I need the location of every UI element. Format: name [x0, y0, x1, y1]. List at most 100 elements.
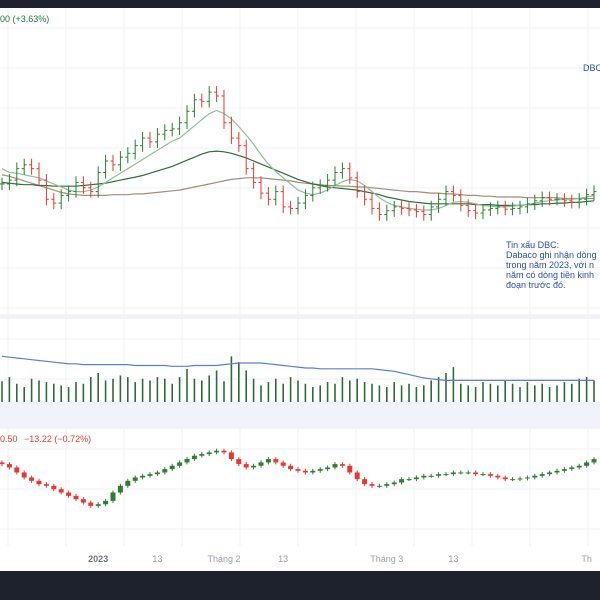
time-axis[interactable]: 2023 13 Tháng 2 13 Tháng 3 13 Th	[0, 546, 600, 571]
candle-body	[339, 464, 345, 466]
candle-body	[524, 477, 530, 479]
candle-body	[376, 485, 382, 487]
axis-tick-label: Tháng 3	[370, 554, 404, 564]
candle-body	[236, 459, 242, 465]
candle-body	[354, 472, 360, 480]
index-chart	[0, 429, 600, 546]
index-pane[interactable]: 0.50 −13.22 (−0.72%)	[0, 429, 600, 546]
candle-body	[117, 485, 123, 493]
candle-body	[243, 464, 249, 468]
candle-body	[539, 474, 545, 476]
candle-body	[517, 478, 523, 480]
candle-body	[80, 499, 86, 503]
axis-tick-label: 13	[278, 554, 289, 564]
candle-body	[258, 462, 264, 466]
candle-body	[302, 470, 308, 473]
candle-body	[125, 480, 131, 486]
candle-body	[487, 474, 493, 476]
candle-body	[6, 464, 12, 468]
candle-body	[332, 464, 338, 468]
candle-body	[103, 500, 109, 505]
candle-body	[95, 504, 101, 506]
candle-body	[443, 474, 449, 476]
candle-body	[399, 479, 405, 483]
candle-body	[162, 469, 168, 473]
candle-body	[154, 472, 160, 475]
candle-body	[191, 455, 197, 460]
candle-body	[317, 469, 323, 471]
candle-body	[547, 472, 553, 475]
candle-body	[88, 502, 94, 506]
candle-body	[310, 470, 316, 473]
axis-tick-label: Th	[581, 554, 592, 564]
candle-body	[273, 459, 279, 463]
candle-body	[362, 479, 368, 485]
index-change: −13.22 (−0.72%)	[24, 434, 92, 444]
axis-tick-label: 13	[448, 554, 459, 564]
axis-tick-label: 13	[152, 554, 163, 564]
candle-body	[576, 465, 582, 468]
price-chart	[0, 8, 600, 314]
candle-body	[532, 475, 538, 478]
candle-body	[51, 485, 57, 490]
candle-body	[147, 474, 153, 476]
ma-fast-line	[1, 109, 595, 211]
candle-body	[199, 454, 205, 456]
candle-body	[295, 469, 301, 471]
note-line: trong năm 2023, với n	[506, 260, 594, 270]
candle-body	[265, 459, 271, 463]
note-line: đoạn trước đó.	[506, 280, 566, 290]
candle-body	[206, 452, 212, 455]
volume-ma-line	[1, 355, 594, 382]
note-line: năm có dòng tiền kinh	[506, 270, 595, 280]
candle-body	[495, 475, 501, 478]
candle-body	[21, 472, 27, 478]
candle-body	[214, 450, 220, 453]
candle-body	[421, 475, 427, 478]
candle-body	[569, 467, 575, 470]
candle-body	[251, 465, 257, 468]
candle-body	[384, 484, 390, 486]
candle-body	[36, 480, 42, 485]
volume-pane[interactable]	[0, 319, 600, 402]
candle-body	[428, 475, 434, 477]
note-line: Tin xấu DBC:	[506, 240, 560, 250]
candle-body	[465, 472, 471, 474]
candle-body	[14, 467, 20, 473]
candle-body	[450, 472, 456, 475]
ma-slow-line	[1, 174, 594, 200]
candle-body	[480, 474, 486, 476]
candle-body	[66, 492, 72, 496]
candle-body	[280, 462, 286, 466]
candle-body	[169, 465, 175, 470]
price-pane[interactable]: 00 (+3.63%) DBC Tin xấu DBC: Dabaco ghi …	[0, 8, 600, 314]
price-change-label: 00 (+3.63%)	[0, 14, 50, 24]
candle-body	[584, 462, 590, 466]
candle-body	[184, 459, 190, 463]
candle-body	[391, 482, 397, 485]
candle-body	[347, 465, 353, 473]
candle-body	[436, 474, 442, 476]
axis-tick-label: 2023	[88, 554, 109, 564]
candle-body	[473, 472, 479, 475]
candle-body	[554, 470, 560, 473]
candle-body	[140, 475, 146, 478]
candle-body	[73, 495, 79, 500]
candle-body	[177, 462, 183, 466]
candle-body	[561, 469, 567, 471]
ma-mid-line	[1, 150, 595, 206]
candle-body	[58, 489, 64, 493]
candle-body	[502, 477, 508, 480]
candle-body	[406, 479, 412, 481]
axis-tick-label: Tháng 2	[207, 554, 241, 564]
index-value: 0.50	[0, 434, 18, 444]
candle-body	[369, 484, 375, 486]
volume-chart	[0, 319, 600, 402]
candle-body	[288, 465, 294, 470]
candle-body	[458, 472, 464, 474]
candle-body	[110, 492, 116, 501]
candle-body	[221, 450, 227, 453]
chart-frame: 00 (+3.63%) DBC Tin xấu DBC: Dabaco ghi …	[0, 8, 600, 571]
candle-body	[413, 477, 419, 480]
symbol-tag: DBC	[583, 63, 600, 73]
